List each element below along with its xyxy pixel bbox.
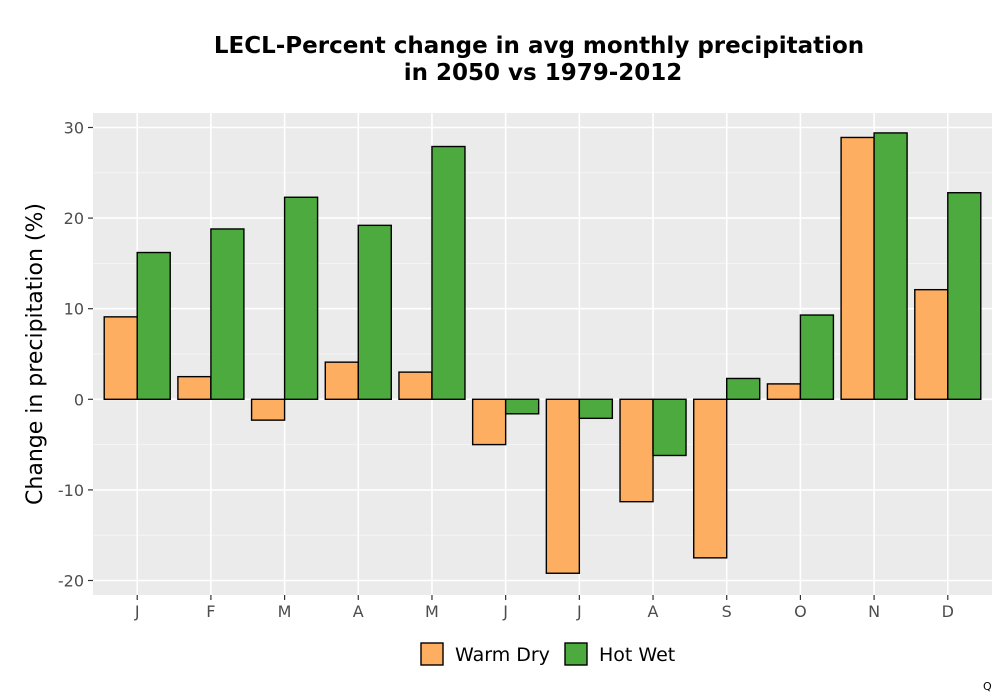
bar-warm-dry xyxy=(398,371,433,401)
bar-warm-dry xyxy=(619,398,654,503)
y-axis-title: Change in precipitation (%) xyxy=(23,203,48,505)
bar-warm-dry xyxy=(471,398,507,446)
bar-hot-wet xyxy=(947,192,982,401)
legend-label: Warm Dry xyxy=(455,644,550,666)
bar-hot-wet xyxy=(357,224,392,401)
corner-mark: Q xyxy=(983,680,992,693)
y-tick-label: 0 xyxy=(74,390,84,409)
x-tick-label: A xyxy=(353,602,364,621)
legend: Warm Dry Hot Wet xyxy=(420,642,675,666)
bar-warm-dry xyxy=(766,383,802,401)
x-tick-label: J xyxy=(134,602,140,621)
bar-hot-wet xyxy=(652,398,687,457)
x-tick-label: S xyxy=(722,602,732,621)
x-tick-label: O xyxy=(794,602,807,621)
bar-hot-wet xyxy=(873,132,908,401)
chart-title-line-2: in 2050 vs 1979-2012 xyxy=(404,60,683,86)
y-tick-label: 20 xyxy=(64,209,84,228)
y-tick-label: -20 xyxy=(58,572,84,591)
x-tick-label: A xyxy=(648,602,659,621)
bar-hot-wet xyxy=(726,377,761,401)
bar-warm-dry xyxy=(103,316,138,401)
y-axis: -20 -10 0 10 20 30 xyxy=(58,118,93,591)
legend-swatch xyxy=(564,642,588,666)
bar-hot-wet xyxy=(210,228,245,401)
x-tick-label: J xyxy=(576,602,582,621)
y-tick-label: 10 xyxy=(64,300,84,319)
y-tick-label: 30 xyxy=(64,118,84,137)
bar-warm-dry xyxy=(545,398,581,574)
bar-hot-wet xyxy=(431,145,466,401)
x-tick-label: F xyxy=(206,602,215,621)
bar-hot-wet xyxy=(283,196,319,401)
x-tick-label: J xyxy=(502,602,508,621)
bar-warm-dry xyxy=(840,136,875,401)
bar-warm-dry xyxy=(250,398,286,421)
bar-hot-wet xyxy=(799,314,835,401)
bar-hot-wet xyxy=(578,398,614,420)
x-tick-label: M xyxy=(278,602,292,621)
x-tick-label: M xyxy=(425,602,439,621)
bar-hot-wet xyxy=(504,398,540,415)
y-tick-label: -10 xyxy=(58,481,84,500)
bar-warm-dry xyxy=(693,398,728,559)
bar-warm-dry xyxy=(177,375,212,401)
bar-warm-dry xyxy=(914,288,949,401)
x-tick-label: N xyxy=(868,602,880,621)
bar-warm-dry xyxy=(324,361,359,401)
bar-hot-wet xyxy=(136,251,171,401)
chart-title-line-1: LECL-Percent change in avg monthly preci… xyxy=(214,33,864,59)
legend-label: Hot Wet xyxy=(599,644,675,666)
bars xyxy=(103,132,982,574)
legend-swatch xyxy=(420,642,444,666)
x-tick-label: D xyxy=(942,602,954,621)
